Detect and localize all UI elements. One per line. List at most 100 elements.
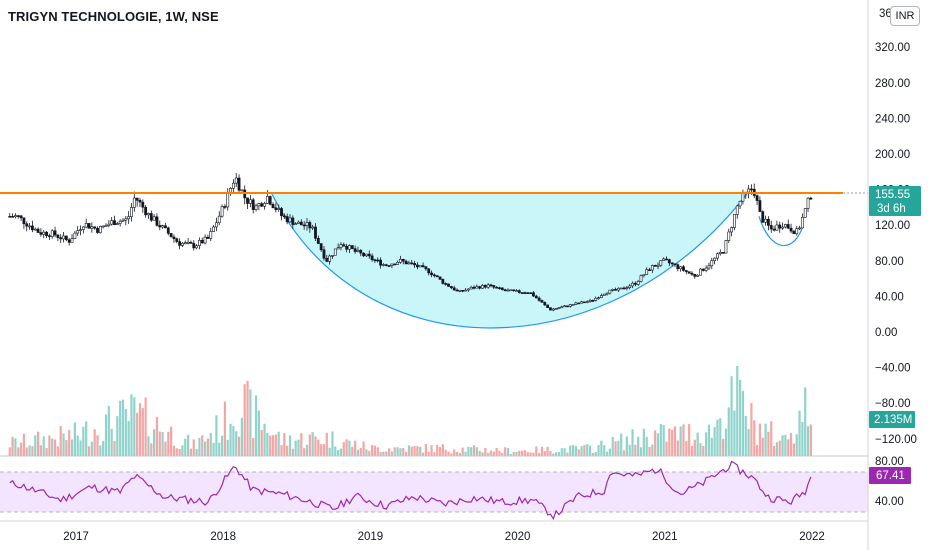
candle-body — [506, 289, 510, 292]
candle-body — [670, 262, 674, 265]
volume-bar — [359, 448, 362, 456]
volume-bar — [161, 432, 164, 456]
candle-body — [22, 217, 26, 225]
candle-body — [540, 300, 544, 303]
volume-bar — [538, 452, 541, 456]
volume-bar — [153, 429, 156, 456]
volume-bar — [328, 447, 331, 456]
candle-body — [775, 224, 779, 231]
candle-body — [730, 227, 734, 233]
price-tick-label: 240.00 — [875, 113, 910, 125]
candle-body — [331, 254, 334, 257]
candle-body — [483, 284, 487, 288]
price-tick-label: 0.00 — [875, 327, 897, 339]
candle-body — [107, 223, 111, 226]
volume-bar — [591, 452, 594, 456]
currency-button[interactable]: INR — [890, 6, 920, 26]
volume-bar — [696, 432, 699, 456]
candle-body — [127, 216, 131, 220]
volume-bar — [19, 442, 23, 456]
candle-body — [379, 259, 382, 266]
volume-bar — [571, 445, 575, 456]
candle-body — [534, 295, 538, 299]
candle-body — [62, 235, 65, 240]
candle-body — [464, 289, 467, 292]
volume-bar — [22, 433, 26, 456]
volume-bar — [291, 448, 294, 456]
volume-bar — [484, 447, 487, 456]
volume-bar — [747, 429, 750, 456]
rsi-band — [0, 472, 868, 512]
volume-bar — [577, 449, 580, 456]
volume-bar — [665, 441, 668, 456]
volume-bar — [605, 451, 609, 456]
candle-body — [76, 230, 80, 234]
candle-body — [319, 243, 323, 251]
candle-body — [713, 257, 717, 261]
volume-bar — [243, 384, 246, 456]
volume-bar — [220, 435, 224, 456]
candle-body — [687, 271, 691, 274]
time-tick-label: 2022 — [799, 531, 825, 543]
candle-body — [466, 288, 470, 291]
time-axis[interactable]: 2017 2018 2019 2020 2021 2022 — [63, 531, 825, 543]
price-tick-label: −40.00 — [875, 363, 911, 375]
volume-bar — [719, 418, 722, 456]
candle-body — [336, 247, 340, 250]
volume-bar — [540, 446, 544, 456]
candle-body — [271, 204, 275, 209]
price-axis[interactable]: 320.00280.00240.00200.00160.00120.0080.0… — [875, 42, 917, 508]
candle-body — [690, 272, 694, 275]
volume-bar — [215, 415, 218, 456]
volume-bar — [509, 453, 512, 456]
volume-bar — [461, 447, 464, 456]
volume-bar — [481, 452, 484, 456]
candle-body — [226, 192, 230, 208]
candle-body — [503, 289, 507, 291]
candle-body — [684, 270, 688, 272]
volume-bar — [147, 436, 150, 456]
volume-bar — [402, 447, 405, 456]
volume-bar — [504, 447, 507, 456]
candle-body — [280, 208, 283, 217]
candle-body — [733, 214, 736, 228]
candle-body — [693, 274, 697, 277]
volume-bar — [549, 451, 552, 456]
volume-bar — [257, 410, 260, 456]
volume-bar — [722, 438, 725, 456]
volume-bar — [379, 452, 382, 456]
candle-body — [260, 203, 264, 207]
volume-bar — [167, 431, 170, 456]
candle-body — [161, 225, 165, 228]
volume-bar — [804, 387, 807, 456]
volume-bar — [806, 426, 810, 456]
volume-bar — [662, 424, 665, 456]
volume-bar — [755, 445, 759, 456]
candle-body — [424, 266, 428, 270]
volume-bar — [14, 438, 17, 456]
volume-bar — [410, 446, 413, 456]
candle-body — [113, 220, 116, 226]
price-tick-label: 80.00 — [875, 256, 904, 268]
candle-body — [251, 199, 255, 210]
volume-bar — [102, 440, 105, 456]
rsi-tick-label: 40.00 — [875, 496, 904, 508]
candle-body — [750, 188, 753, 191]
candle-body — [322, 249, 326, 259]
volume-bar — [685, 441, 688, 456]
candle-body — [229, 188, 232, 193]
volume-bar — [283, 432, 286, 456]
candle-body — [549, 307, 552, 311]
candle-body — [118, 220, 122, 224]
volume-bar — [529, 452, 532, 456]
volume-bar — [730, 376, 733, 456]
volume-bar — [436, 445, 439, 456]
volume-bar — [53, 439, 57, 456]
volume-bar — [246, 380, 249, 456]
candle-body — [84, 223, 88, 228]
candle-body — [16, 215, 20, 217]
volume-bar — [634, 444, 637, 456]
volume-bar — [608, 448, 611, 456]
candle-body — [783, 224, 787, 228]
